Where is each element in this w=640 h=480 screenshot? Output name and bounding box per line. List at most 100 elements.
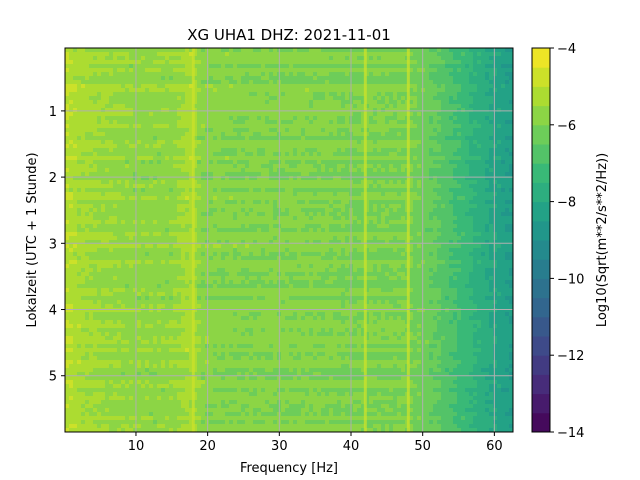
- heatmap-cell: [237, 216, 242, 221]
- heatmap-cell: [233, 52, 238, 57]
- heatmap-cell: [89, 364, 94, 369]
- heatmap-cell: [185, 352, 190, 357]
- heatmap-cell: [213, 316, 218, 321]
- heatmap-cell: [129, 312, 134, 317]
- heatmap-cell: [257, 220, 262, 225]
- heatmap-cell: [141, 256, 146, 261]
- heatmap-cell: [133, 164, 138, 169]
- heatmap-cell: [65, 56, 70, 61]
- heatmap-cell: [201, 408, 206, 413]
- heatmap-cell: [253, 96, 258, 101]
- heatmap-cell: [161, 352, 166, 357]
- heatmap-cell: [165, 48, 170, 53]
- heatmap-cell: [221, 348, 226, 353]
- heatmap-cell: [221, 188, 226, 193]
- heatmap-cell: [105, 412, 110, 417]
- heatmap-cell: [237, 384, 242, 389]
- heatmap-cell: [105, 384, 110, 389]
- heatmap-cell: [121, 360, 126, 365]
- heatmap-cell: [245, 144, 250, 149]
- heatmap-cell: [137, 268, 142, 273]
- heatmap-cell: [245, 208, 250, 213]
- heatmap-cell: [217, 200, 222, 205]
- heatmap-cell: [177, 180, 182, 185]
- heatmap-cell: [113, 176, 118, 181]
- heatmap-cell: [197, 232, 202, 237]
- heatmap-cell: [141, 104, 146, 109]
- heatmap-cell: [181, 112, 186, 117]
- heatmap-cell: [105, 340, 110, 345]
- heatmap-cell: [241, 332, 246, 337]
- heatmap-cell: [93, 204, 98, 209]
- heatmap-cell: [197, 356, 202, 361]
- heatmap-cell: [265, 260, 270, 265]
- heatmap-cell: [189, 132, 194, 137]
- heatmap-cell: [173, 240, 178, 245]
- heatmap-cell: [265, 52, 270, 57]
- heatmap-cell: [157, 148, 162, 153]
- heatmap-cell: [65, 232, 70, 237]
- heatmap-cell: [117, 140, 122, 145]
- heatmap-cell: [117, 92, 122, 97]
- heatmap-cell: [173, 308, 178, 313]
- heatmap-cell: [121, 140, 126, 145]
- heatmap-cell: [229, 72, 234, 77]
- heatmap-cell: [221, 156, 226, 161]
- heatmap-cell: [101, 160, 106, 165]
- heatmap-cell: [129, 268, 134, 273]
- heatmap-cell: [177, 368, 182, 373]
- heatmap-cell: [169, 192, 174, 197]
- heatmap-cell: [77, 184, 82, 189]
- heatmap-cell: [177, 84, 182, 89]
- heatmap-cell: [201, 192, 206, 197]
- heatmap-cell: [113, 124, 118, 129]
- heatmap-cell: [97, 124, 102, 129]
- heatmap-cell: [105, 348, 110, 353]
- heatmap-cell: [113, 300, 118, 305]
- heatmap-cell: [89, 388, 94, 393]
- heatmap-cell: [185, 88, 190, 93]
- heatmap-cell: [249, 340, 254, 345]
- heatmap-cell: [117, 112, 122, 117]
- heatmap-cell: [261, 116, 266, 121]
- heatmap-cell: [93, 60, 98, 65]
- heatmap-cell: [261, 152, 266, 157]
- heatmap-cell: [93, 248, 98, 253]
- heatmap-cell: [137, 424, 142, 429]
- heatmap-cell: [169, 400, 174, 405]
- heatmap-cell: [153, 136, 158, 141]
- heatmap-cell: [69, 112, 74, 117]
- heatmap-cell: [109, 408, 114, 413]
- heatmap-cell: [89, 280, 94, 285]
- heatmap-cell: [165, 112, 170, 117]
- heatmap-cell: [77, 172, 82, 177]
- heatmap-cell: [77, 136, 82, 141]
- heatmap-cell: [177, 104, 182, 109]
- heatmap-cell: [245, 340, 250, 345]
- heatmap-cell: [201, 320, 206, 325]
- heatmap-cell: [233, 124, 238, 129]
- heatmap-cell: [69, 56, 74, 61]
- heatmap-cell: [65, 140, 70, 145]
- heatmap-cell: [265, 132, 270, 137]
- heatmap-cell: [261, 244, 266, 249]
- heatmap-cell: [121, 180, 126, 185]
- heatmap-cell: [149, 276, 154, 281]
- heatmap-cell: [261, 68, 266, 73]
- heatmap-cell: [65, 224, 70, 229]
- heatmap-cell: [269, 188, 274, 193]
- heatmap-cell: [253, 348, 258, 353]
- heatmap-cell: [77, 260, 82, 265]
- heatmap-cell: [221, 148, 226, 153]
- heatmap-cell: [77, 84, 82, 89]
- heatmap-cell: [105, 60, 110, 65]
- heatmap-cell: [105, 332, 110, 337]
- heatmap-cell: [217, 260, 222, 265]
- heatmap-cell: [125, 304, 130, 309]
- heatmap-cell: [109, 176, 114, 181]
- heatmap-cell: [145, 288, 150, 293]
- heatmap-cell: [253, 336, 258, 341]
- heatmap-cell: [173, 192, 178, 197]
- heatmap-cell: [241, 404, 246, 409]
- heatmap-cell: [133, 372, 138, 377]
